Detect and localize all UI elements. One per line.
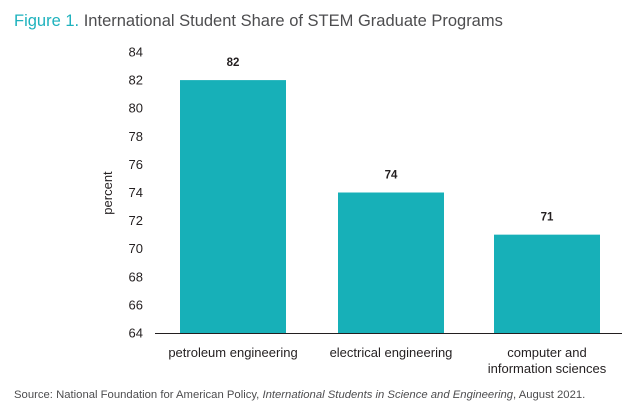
bar	[494, 234, 600, 333]
y-tick-label: 74	[129, 185, 143, 200]
x-tick-label: computer and information sciences	[488, 345, 607, 376]
x-axis-ticks: petroleum engineering electrical engineer…	[168, 345, 606, 376]
bar	[338, 192, 444, 333]
bar-chart: 64 66 68 70 72 74 76 78 80 82 84 82 74 71 petroleum …	[100, 45, 622, 376]
y-tick-label: 68	[129, 269, 143, 284]
y-tick-label: 84	[129, 45, 143, 60]
y-tick-label: 64	[129, 326, 143, 341]
source-suffix: , August 2021.	[513, 389, 586, 401]
figure-label: Figure 1.	[14, 12, 80, 30]
bars	[180, 80, 600, 333]
data-label: 71	[541, 212, 554, 224]
data-label: 82	[227, 57, 240, 69]
data-labels: 82 74 71	[227, 57, 554, 224]
source-prefix: Source: National Foundation for American…	[14, 389, 263, 401]
y-tick-label: 78	[129, 129, 143, 144]
y-tick-label: 82	[129, 73, 143, 88]
y-tick-label: 72	[129, 213, 143, 228]
bar	[180, 80, 286, 333]
y-tick-label: 76	[129, 157, 143, 172]
source-note: Source: National Foundation for American…	[14, 389, 585, 401]
data-label: 74	[385, 170, 398, 182]
y-axis-ticks: 64 66 68 70 72 74 76 78 80 82 84	[129, 45, 143, 341]
x-tick-label: electrical engineering	[330, 345, 453, 360]
x-tick-label: petroleum engineering	[168, 345, 297, 360]
chart-title: Figure 1. International Student Share of…	[14, 12, 503, 31]
y-tick-label: 70	[129, 241, 143, 256]
y-tick-label: 66	[129, 297, 143, 312]
y-axis-label: percent	[100, 171, 115, 215]
source-title: International Students in Science and En…	[262, 389, 514, 401]
y-tick-label: 80	[129, 101, 143, 116]
title-text: International Student Share of STEM Grad…	[83, 12, 503, 30]
